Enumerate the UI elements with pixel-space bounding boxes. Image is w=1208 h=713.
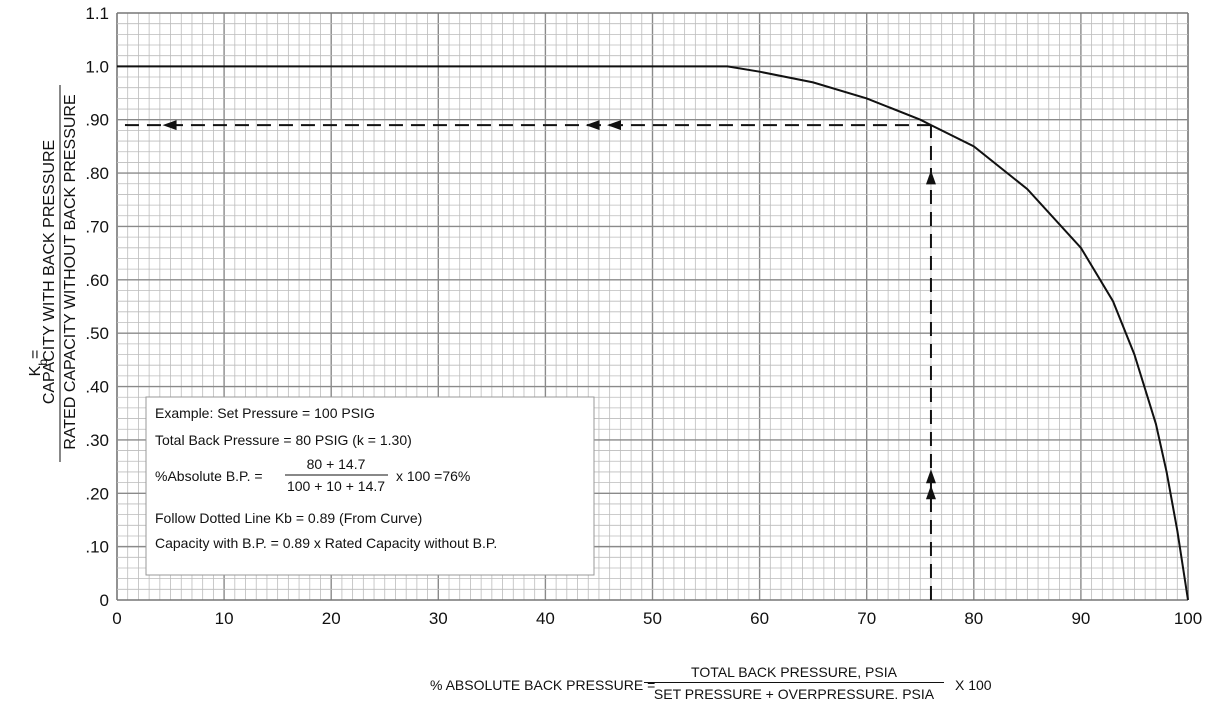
y-axis-label: Kb= CAPACITY WITH BACK PRESSURE RATED CA… — [27, 85, 79, 462]
x-label-numerator: TOTAL BACK PRESSURE, PSIA — [644, 664, 944, 683]
example-guide-lines — [117, 120, 936, 600]
x-tick-label: 100 — [1174, 609, 1202, 628]
x-tick-label: 10 — [215, 609, 234, 628]
example-annotation: Example: Set Pressure = 100 PSIG Total B… — [145, 396, 595, 576]
y-tick-label: .50 — [85, 324, 109, 343]
y-tick-label: .70 — [85, 217, 109, 236]
annotation-box — [145, 396, 595, 576]
arrow-up-icon — [925, 485, 936, 500]
x-tick-label: 90 — [1071, 609, 1090, 628]
y-tick-label: .40 — [85, 378, 109, 397]
annotation-line1: Example: Set Pressure = 100 PSIG — [155, 405, 375, 421]
svg-text:Kb=: Kb= — [27, 350, 50, 377]
annotation-line3-prefix: %Absolute B.P. = — [155, 468, 263, 484]
annotation-line3-denominator: 100 + 10 + 14.7 — [287, 478, 385, 494]
y-tick-label: .80 — [85, 164, 109, 183]
y-tick-label: .30 — [85, 431, 109, 450]
y-label-prefix: K — [27, 365, 44, 376]
annotation-line4: Follow Dotted Line Kb = 0.89 (From Curve… — [155, 510, 422, 526]
x-tick-label: 30 — [429, 609, 448, 628]
x-axis-label: % ABSOLUTE BACK PRESSURE = TOTAL BACK PR… — [430, 664, 1030, 710]
arrow-up-icon — [925, 170, 936, 185]
y-tick-label: .10 — [85, 538, 109, 557]
x-label-prefix: % ABSOLUTE BACK PRESSURE = — [430, 677, 656, 693]
y-tick-label: .20 — [85, 484, 109, 503]
annotation-line3-numerator: 80 + 14.7 — [307, 456, 366, 472]
x-label-suffix: X 100 — [955, 677, 992, 693]
y-label-denominator: RATED CAPACITY WITHOUT BACK PRESSURE — [62, 94, 79, 449]
annotation-line3-suffix: x 100 =76% — [396, 468, 470, 484]
y-tick-label: 0 — [100, 591, 109, 610]
x-tick-label: 40 — [536, 609, 555, 628]
x-label-fraction: TOTAL BACK PRESSURE, PSIA SET PRESSURE +… — [644, 664, 944, 702]
tick-labels: 0 10 20 30 40 50 60 70 80 90 100 0 .10 .20 .30 .40 .50 .6… — [85, 4, 1202, 628]
arrow-left-icon — [607, 120, 622, 131]
y-label-numerator: CAPACITY WITH BACK PRESSURE — [41, 140, 58, 404]
y-tick-label: 1.0 — [85, 57, 109, 76]
annotation-line5: Capacity with B.P. = 0.89 x Rated Capaci… — [155, 535, 497, 551]
annotation-line2: Total Back Pressure = 80 PSIG (k = 1.30) — [155, 432, 412, 448]
x-tick-label: 60 — [750, 609, 769, 628]
y-tick-label: 1.1 — [85, 4, 109, 23]
x-tick-label: 0 — [112, 609, 121, 628]
x-label-denominator: SET PRESSURE + OVERPRESSURE. PSIA — [653, 686, 935, 702]
arrow-up-icon — [925, 469, 936, 484]
x-tick-label: 20 — [322, 609, 341, 628]
y-label-eq: = — [27, 350, 44, 359]
kb-curve-line — [117, 65, 1189, 601]
y-tick-label: .60 — [85, 271, 109, 290]
x-tick-label: 50 — [643, 609, 662, 628]
y-label-sub: b — [36, 359, 50, 366]
arrow-left-icon — [162, 120, 177, 131]
y-tick-label: .90 — [85, 111, 109, 130]
arrow-left-icon — [585, 120, 600, 131]
x-tick-label: 80 — [964, 609, 983, 628]
x-tick-label: 70 — [857, 609, 876, 628]
